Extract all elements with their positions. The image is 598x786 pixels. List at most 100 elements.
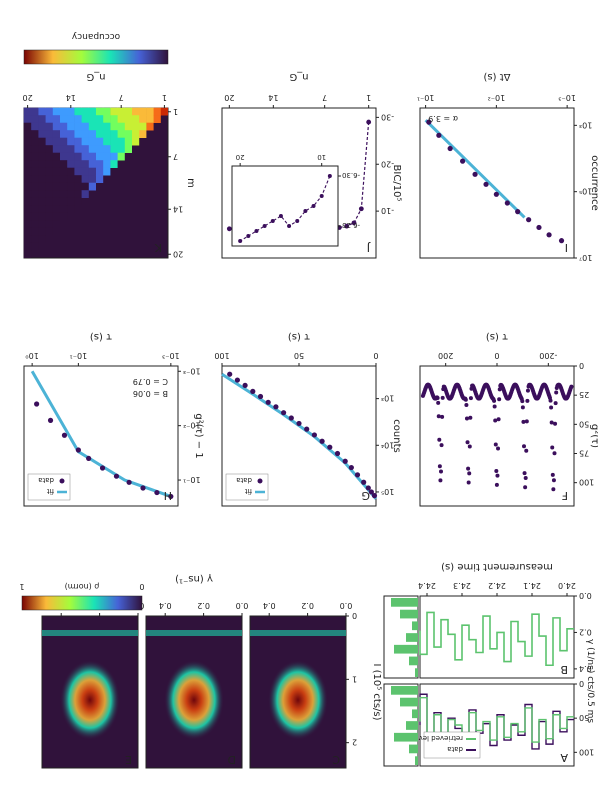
y-tick-label-F: 50: [579, 419, 589, 428]
data-point: [257, 393, 264, 400]
data-point: [549, 420, 554, 425]
y-axis-label-J: BIC/10⁵: [391, 165, 402, 202]
legend-G: fit data: [225, 473, 269, 501]
y-axis-label-G: counts: [391, 419, 402, 452]
data-point: [552, 451, 557, 456]
colorbar-rho: [21, 595, 143, 611]
heatmap-cell: [66, 175, 75, 183]
heatmap-cell: [110, 160, 118, 168]
annotation-C: C = 0.79: [133, 377, 168, 386]
data-point: [361, 479, 367, 485]
data-point: [281, 410, 287, 416]
heatmap-cell: [102, 145, 111, 153]
heatmap-cell: [74, 167, 82, 176]
x-tick-label-F: -200: [539, 351, 557, 360]
histogram-bar: [409, 744, 418, 754]
heatmap-cell: [74, 160, 82, 168]
data-point: [496, 417, 501, 422]
x-axis-label-F: τ (s): [486, 331, 508, 342]
heatmap-cell: [38, 122, 46, 131]
x-axis-label-H: τ (s): [90, 331, 112, 342]
inset-point: [262, 224, 267, 228]
y-tick-label-B: 0.2: [579, 627, 592, 636]
heatmap-cell: [52, 197, 60, 206]
heatmap-cell: [23, 182, 32, 191]
y-tick-label-K: 1: [173, 107, 178, 116]
data-point: [460, 158, 466, 164]
heatmap-cell: [66, 205, 75, 213]
data-point: [311, 432, 317, 438]
data-point: [523, 485, 528, 490]
heatmap-cell: [102, 122, 111, 131]
inset-x-tick-label: 10: [317, 153, 326, 161]
heatmap-cell: [23, 137, 32, 146]
data-point: [99, 465, 106, 471]
data-point: [140, 485, 146, 491]
legend-A: data retrieved levels: [408, 731, 481, 759]
x-tick-label-K: 7: [119, 93, 124, 102]
inset-point: [327, 174, 332, 178]
legend-entry-levels: retrieved levels: [408, 734, 463, 742]
heatmap-cell: [138, 130, 147, 138]
heatmap-cell: [59, 182, 68, 191]
data-point: [554, 385, 559, 390]
x-tick-label-J: 14: [268, 93, 278, 102]
y-tick-label-K: 14: [173, 204, 183, 213]
y-tick-label-H: 10⁻¹: [183, 475, 201, 484]
heatmap-cell: [52, 182, 60, 191]
heatmap-cell: [38, 182, 46, 191]
data-point: [472, 171, 478, 177]
x-tick-label-K: 1: [162, 93, 167, 102]
axis-ticks-F: -200 0 200 0 25 50 75 100: [438, 351, 594, 487]
heatmap-cell: [74, 175, 82, 183]
histogram-bar: [394, 644, 418, 654]
panel-letter-K: K: [154, 241, 162, 254]
panel-I: 10⁻³ 10⁻² 10⁻¹ 10³ 10⁵ 10⁷ I α = 3.9 Δt (s) o…: [417, 71, 598, 262]
legend-entry-data-H: data: [38, 476, 54, 484]
data-point: [492, 404, 497, 409]
heatmap-cell: [38, 160, 46, 168]
heatmap-cell: [23, 130, 32, 138]
heatmap-cell: [88, 175, 96, 183]
y-tick-label-A: 100: [579, 747, 594, 756]
x-axis-label-B: measurement time (s): [441, 561, 553, 572]
heatmap-C: C: [249, 615, 347, 769]
data-point: [438, 469, 443, 474]
x-tick-label-I: 10⁻¹: [417, 93, 435, 102]
data-point: [553, 401, 558, 406]
inset-y-tick-label: -6.25: [342, 221, 360, 229]
heatmap-cell: [38, 212, 46, 221]
heatmap-cell: [52, 190, 60, 198]
histogram-bar: [412, 621, 418, 631]
y-tick-label-CDE: 0: [352, 611, 357, 620]
heatmap-cell: [95, 160, 104, 168]
heatmap-cell: [45, 220, 53, 228]
heatmap-cell: [110, 145, 118, 153]
heatmap-cell: [81, 130, 89, 138]
heatmap-cell: [74, 152, 82, 161]
inset-point: [319, 194, 324, 198]
x-tick-label-CDE: 0.4: [263, 601, 276, 610]
data-point: [549, 405, 554, 410]
data-point: [113, 473, 120, 479]
inset-scatter: [238, 174, 332, 243]
heatmap-cell: [45, 130, 53, 138]
data-point: [468, 396, 473, 401]
heatmap-cell: [153, 115, 161, 123]
x-axis-label-I: Δt (s): [483, 71, 510, 82]
heatmap-cell: [38, 190, 46, 198]
heatmap-cell: [52, 175, 60, 183]
data-point: [497, 397, 502, 402]
heatmap-cell: [30, 227, 39, 236]
data-point: [365, 485, 371, 491]
heatmap-cell: [30, 205, 39, 213]
heatmap-cell: [66, 122, 75, 131]
data-point: [439, 443, 444, 448]
heatmap-cell: [52, 107, 60, 116]
data-point: [334, 450, 341, 457]
colorbar-max: 1: [19, 582, 24, 591]
x-tick-label-J: 20: [224, 93, 234, 102]
colorbar-min: 0: [139, 582, 144, 591]
